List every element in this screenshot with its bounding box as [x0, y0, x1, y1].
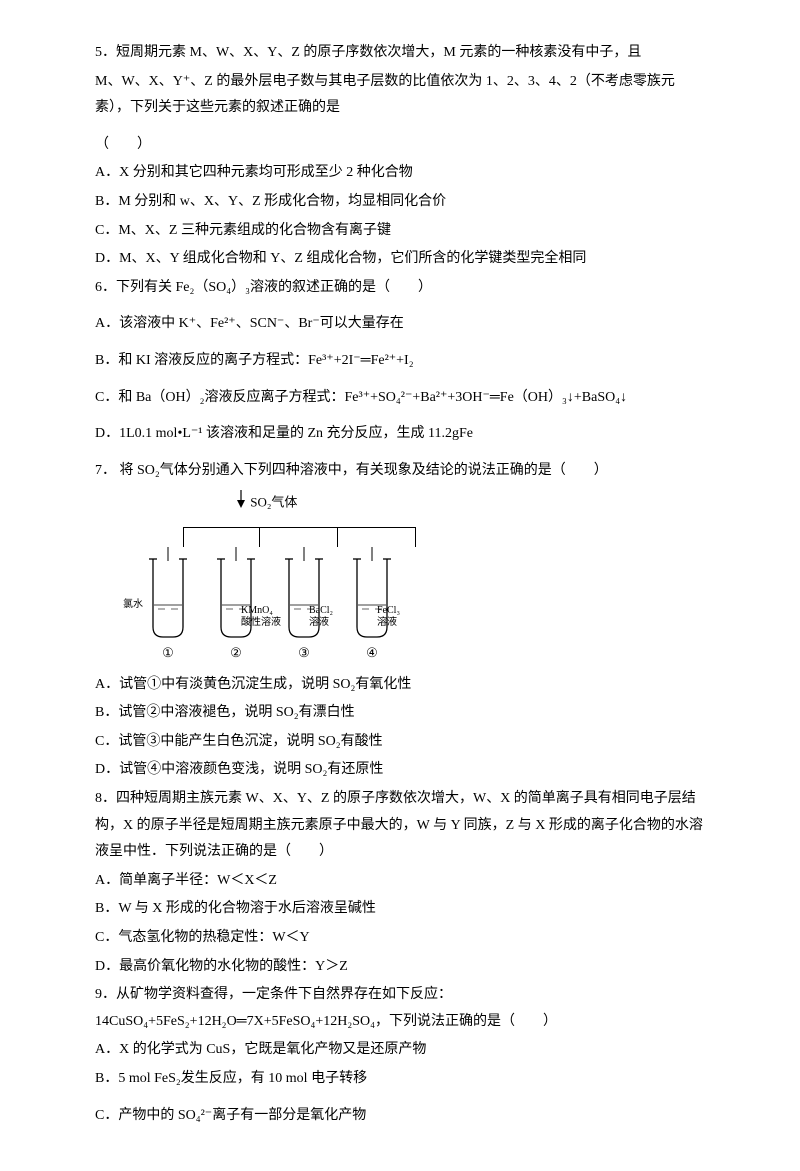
q6-option-b: B．和 KI 溶液反应的离子方程式：Fe³⁺+2I⁻═Fe²⁺+I₂: [95, 348, 705, 375]
q6-option-d: D．1L0.1 mol•L⁻¹ 该溶液和足量的 Zn 充分反应，生成 11.2g…: [95, 421, 705, 448]
tube-2-label: KMnO₄ 酸性溶液: [241, 605, 281, 628]
tube-4-num: ④: [366, 641, 378, 666]
q5-stem-line2: M、W、X、Y⁺、Z 的最外层电子数与其电子层数的比值依次为 1、2、3、4、2…: [95, 69, 705, 122]
exam-page: 5．短周期元素 M、W、X、Y、Z 的原子序数依次增大，M 元素的一种核素没有中…: [0, 0, 800, 1171]
tube-3-label: BaCl₂ 溶液: [309, 605, 333, 628]
q5-option-b: B．M 分别和 w、X、Y、Z 形成化合物，均显相同化合价: [95, 189, 705, 216]
q5-option-d: D．M、X、Y 组成化合物和 Y、Z 组成化合物，它们所含的化学键类型完全相同: [95, 246, 705, 273]
q9-option-b: B．5 mol FeS₂发生反应，有 10 mol 电子转移: [95, 1066, 705, 1093]
q6-option-a: A．该溶液中 K⁺、Fe²⁺、SCN⁻、Br⁻可以大量存在: [95, 311, 705, 338]
branch-lines: [155, 519, 415, 547]
q6-stem: 6．下列有关 Fe₂（SO₄）₃溶液的叙述正确的是（ ）: [95, 275, 705, 302]
q8-option-b: B．W 与 X 形成的化合物溶于水后溶液呈碱性: [95, 896, 705, 923]
q5-option-a: A．X 分别和其它四种元素均可形成至少 2 种化合物: [95, 160, 705, 187]
tube-2-num: ②: [230, 641, 242, 666]
q7-option-c: C．试管③中能产生白色沉淀，说明 SO₂有酸性: [95, 729, 705, 756]
tube-1-label: 氯水: [123, 599, 143, 611]
tube-3-num: ③: [298, 641, 310, 666]
q5-stem-line1: 5．短周期元素 M、W、X、Y、Z 的原子序数依次增大，M 元素的一种核素没有中…: [95, 40, 705, 67]
q7-diagram: SO₂气体 氯水: [135, 490, 705, 665]
q8-option-d: D．最高价氧化物的水化物的酸性：Y＞Z: [95, 954, 705, 981]
q8-option-a: A．简单离子半径：W＜X＜Z: [95, 868, 705, 895]
tube-4: FeCl₃ 溶液 ④: [347, 547, 397, 666]
tube-2: KMnO₄ 酸性溶液 ②: [211, 547, 261, 666]
q9-option-c: C．产物中的 SO₄²⁻离子有一部分是氧化产物: [95, 1103, 705, 1130]
q8-stem: 8．四种短周期主族元素 W、X、Y、Z 的原子序数依次增大，W、X 的简单离子具…: [95, 786, 705, 866]
q9-option-a: A．X 的化学式为 CuS，它既是氧化产物又是还原产物: [95, 1037, 705, 1064]
q7-option-a: A．试管①中有淡黄色沉淀生成，说明 SO₂有氧化性: [95, 672, 705, 699]
q5-stem-line3: （ ）: [95, 132, 705, 159]
tube-4-label: FeCl₃ 溶液: [377, 605, 400, 628]
q7-option-d: D．试管④中溶液颜色变浅，说明 SO₂有还原性: [95, 757, 705, 784]
tube-1: 氯水 ①: [143, 547, 193, 666]
q7-stem: 7． 将 SO₂气体分别通入下列四种溶液中，有关现象及结论的说法正确的是（ ）: [95, 458, 705, 485]
q7-option-b: B．试管②中溶液褪色，说明 SO₂有漂白性: [95, 700, 705, 727]
gas-label: SO₂气体: [235, 490, 705, 517]
q9-stem: 9．从矿物学资料查得，一定条件下自然界存在如下反应：14CuSO₄+5FeS₂+…: [95, 982, 705, 1035]
q8-option-c: C．气态氢化物的热稳定性：W＜Y: [95, 925, 705, 952]
tube-3: BaCl₂ 溶液 ③: [279, 547, 329, 666]
q6-option-c: C．和 Ba（OH）₂溶液反应离子方程式：Fe³⁺+SO₄²⁻+Ba²⁺+3OH…: [95, 385, 705, 412]
tube-1-num: ①: [162, 641, 174, 666]
test-tubes-row: 氯水 ① KMnO₄ 酸性溶液 ②: [143, 547, 705, 666]
q5-option-c: C．M、X、Z 三种元素组成的化合物含有离子键: [95, 218, 705, 245]
